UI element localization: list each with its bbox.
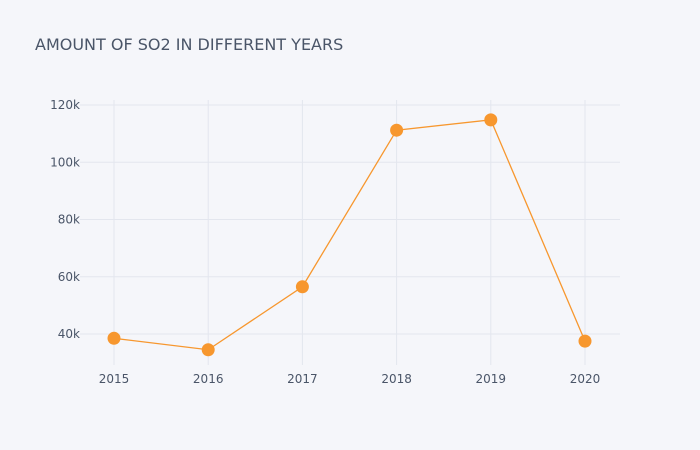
- y-tick-label: 60k: [58, 270, 80, 284]
- data-point: [578, 334, 592, 348]
- x-tick-label: 2016: [193, 372, 224, 386]
- x-axis-ticks: 2015 2016 2017 2018 2019 2020: [99, 372, 601, 386]
- x-tick-label: 2015: [99, 372, 130, 386]
- y-tick-label: 120k: [50, 98, 80, 112]
- x-tick-label: 2017: [287, 372, 318, 386]
- chart-title: AMOUNT OF SO2 IN DIFFERENT YEARS: [35, 35, 343, 54]
- x-tick-label: 2020: [570, 372, 601, 386]
- data-point: [295, 280, 309, 294]
- series: [107, 113, 592, 357]
- y-tick-label: 80k: [58, 213, 80, 227]
- data-point: [484, 113, 498, 127]
- y-tick-label: 40k: [58, 327, 80, 341]
- data-point: [201, 343, 215, 357]
- x-tick-label: 2018: [381, 372, 412, 386]
- y-axis-ticks: 40k 60k 80k 100k 120k: [50, 98, 80, 341]
- x-tick-label: 2019: [476, 372, 507, 386]
- y-tick-label: 100k: [50, 155, 80, 169]
- data-point: [390, 123, 404, 137]
- series-line: [113, 119, 586, 351]
- grid: [80, 100, 620, 365]
- data-point: [107, 331, 121, 345]
